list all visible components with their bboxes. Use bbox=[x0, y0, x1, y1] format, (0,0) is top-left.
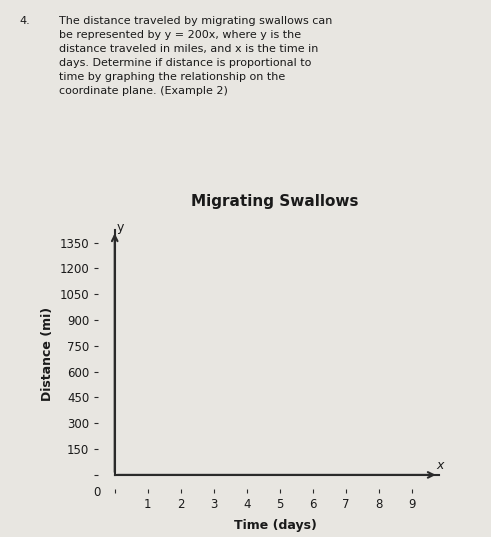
Text: y: y bbox=[117, 221, 124, 235]
Text: 4.: 4. bbox=[20, 16, 30, 26]
X-axis label: Time (days): Time (days) bbox=[234, 519, 316, 532]
Y-axis label: Distance (mi): Distance (mi) bbox=[41, 307, 54, 402]
Text: 0: 0 bbox=[93, 485, 100, 499]
Text: The distance traveled by migrating swallows can
be represented by y = 200x, wher: The distance traveled by migrating swall… bbox=[59, 16, 332, 96]
Text: x: x bbox=[436, 459, 444, 472]
Title: Migrating Swallows: Migrating Swallows bbox=[191, 194, 359, 209]
